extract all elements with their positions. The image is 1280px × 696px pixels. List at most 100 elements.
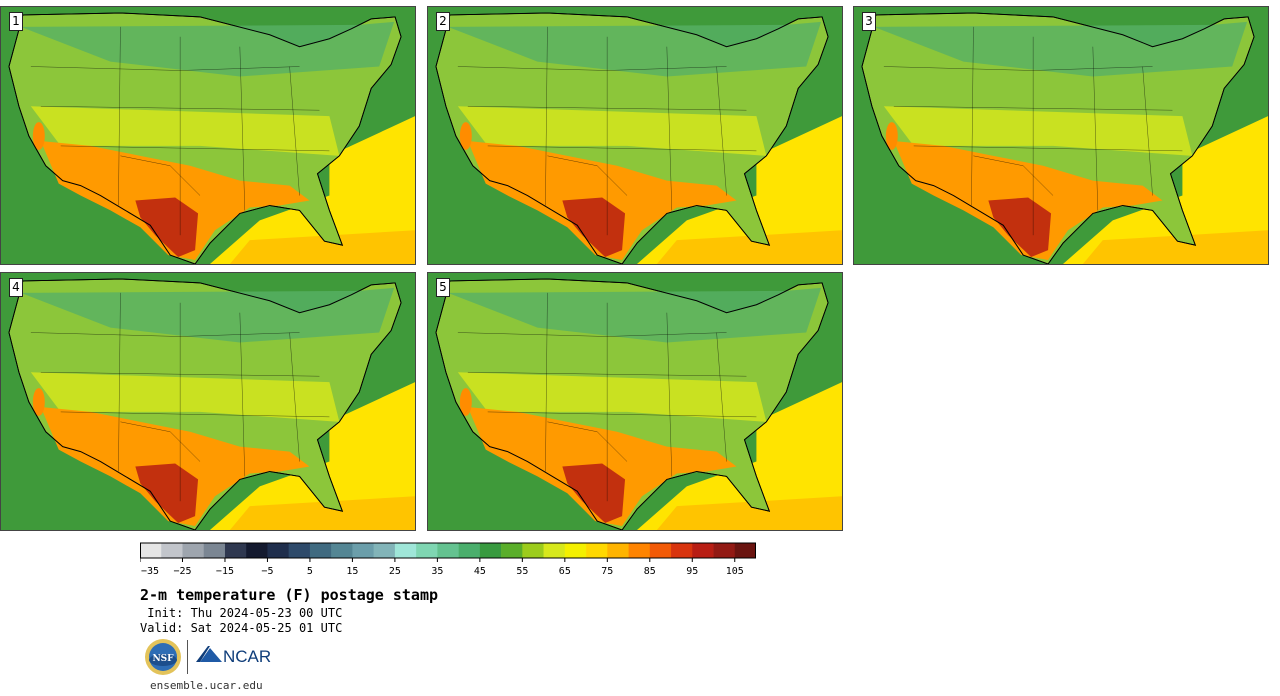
- colorbar-tick-label: 5: [307, 566, 313, 577]
- cool-north-zone: [873, 21, 1248, 77]
- colorbar-bin: [394, 543, 417, 558]
- colorbar-bin: [246, 543, 268, 558]
- coastline: [861, 12, 1255, 264]
- colorbar-tick-label: −5: [261, 566, 273, 577]
- map-panel-2: 2: [427, 6, 843, 265]
- map-panel-5: 5: [427, 272, 843, 531]
- colorbar-bin: [501, 543, 523, 558]
- gulf-warm-waters: [656, 496, 842, 530]
- state-border: [120, 155, 201, 196]
- coastline: [8, 278, 402, 530]
- state-border: [545, 292, 548, 472]
- panel-number: 2: [436, 12, 450, 31]
- colorbar-bin: [416, 543, 438, 558]
- gulf-waters: [1062, 116, 1268, 264]
- state-border: [913, 145, 1183, 152]
- colorbar-tick-label: 25: [389, 566, 401, 577]
- colorbar-tick-label: 45: [474, 566, 486, 577]
- state-border: [487, 411, 757, 418]
- colorbar-bin: [628, 543, 651, 558]
- hot-valley-zone: [32, 122, 45, 150]
- coastline: [435, 12, 829, 264]
- website-label: ensemble.ucar.edu: [150, 679, 263, 692]
- colorbar-bin: [564, 543, 587, 558]
- colorbar-tick-label: −15: [216, 566, 234, 577]
- colorbar-bin: [734, 543, 756, 558]
- colorbar-bin: [479, 543, 502, 558]
- state-border: [60, 145, 330, 152]
- state-border: [239, 46, 246, 211]
- hot-valley-zone: [32, 388, 45, 416]
- mild-central-zone: [883, 106, 1193, 156]
- gulf-waters: [209, 382, 415, 530]
- hot-valley-zone: [459, 388, 472, 416]
- gulf-waters: [209, 116, 415, 264]
- state-border: [239, 312, 246, 477]
- mild-central-zone: [30, 372, 340, 422]
- colorbar-bin: [607, 543, 629, 558]
- colorbar-bin: [671, 543, 693, 558]
- colorbar-bin: [140, 543, 162, 558]
- state-border: [547, 155, 628, 196]
- colorbar-tick-label: 55: [516, 566, 528, 577]
- temperature-map: [428, 273, 842, 530]
- valid-time: Valid: Sat 2024-05-25 01 UTC: [140, 621, 343, 635]
- mild-central-zone: [457, 372, 767, 422]
- hot-texas-zone: [562, 463, 626, 524]
- colorbar-tick-label: 35: [431, 566, 443, 577]
- colorbar-tick-label: 75: [601, 566, 613, 577]
- colorbar-bin: [203, 543, 226, 558]
- coastline: [8, 12, 402, 264]
- map-panel-4: 4: [0, 272, 416, 531]
- temperature-map: [854, 7, 1268, 264]
- plot-title: 2-m temperature (F) postage stamp: [140, 586, 439, 604]
- gulf-waters: [636, 116, 842, 264]
- hot-texas-zone: [988, 197, 1052, 258]
- svg-text:NCAR: NCAR: [223, 647, 271, 666]
- state-border: [289, 332, 300, 462]
- state-border: [973, 155, 1054, 196]
- temperature-map: [428, 7, 842, 264]
- state-border: [716, 332, 727, 462]
- state-border: [1092, 46, 1099, 211]
- panel-number: 3: [862, 12, 876, 31]
- state-border: [666, 312, 673, 477]
- state-border: [1142, 66, 1153, 196]
- state-border: [118, 292, 121, 472]
- nsf-logo: NSF: [145, 639, 181, 675]
- panel-number: 5: [436, 278, 450, 297]
- temperature-colorbar: −35−25−15−55152535455565758595105115: [140, 542, 756, 577]
- map-panel-3: 3: [853, 6, 1269, 265]
- hot-valley-zone: [885, 122, 898, 150]
- hot-texas-zone: [135, 197, 199, 258]
- colorbar-tick-label: −25: [173, 566, 191, 577]
- gulf-waters: [636, 382, 842, 530]
- colorbar-bin: [224, 543, 247, 558]
- colorbar-bin: [649, 543, 672, 558]
- hot-valley-zone: [459, 122, 472, 150]
- colorbar-bin: [543, 543, 566, 558]
- colorbar-tick-label: 105: [726, 566, 744, 577]
- colorbar-bin: [331, 543, 353, 558]
- colorbar-bin: [713, 543, 736, 558]
- mild-central-zone: [30, 106, 340, 156]
- cool-north-zone: [20, 287, 395, 343]
- colorbar-bin: [522, 543, 544, 558]
- colorbar-bin: [309, 543, 332, 558]
- hot-texas-zone: [562, 197, 626, 258]
- state-border: [60, 411, 330, 418]
- hot-texas-zone: [135, 463, 199, 524]
- coastline: [435, 278, 829, 530]
- mild-central-zone: [457, 106, 767, 156]
- colorbar-tick-label: −35: [141, 566, 159, 577]
- cool-north-zone: [20, 21, 395, 77]
- svg-text:NSF: NSF: [152, 654, 174, 664]
- colorbar-bin: [458, 543, 481, 558]
- colorbar-tick-label: 15: [346, 566, 358, 577]
- gulf-warm-waters: [656, 230, 842, 264]
- state-border: [716, 66, 727, 196]
- colorbar-bin: [182, 543, 205, 558]
- state-border: [120, 421, 201, 462]
- colorbar-bin: [373, 543, 396, 558]
- colorbar-bin: [437, 543, 459, 558]
